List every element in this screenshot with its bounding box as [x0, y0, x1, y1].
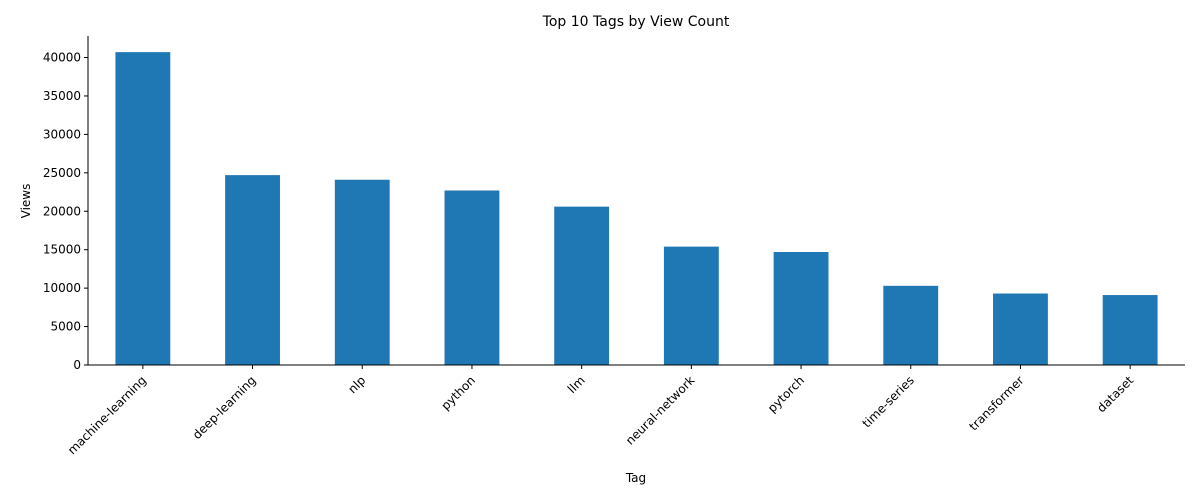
- bar-neural-network: [663, 246, 719, 365]
- x-tick-label-transformer: transformer: [966, 373, 1026, 433]
- x-tick-label-nlp: nlp: [345, 373, 368, 396]
- x-tick-label-pytorch: pytorch: [765, 373, 807, 415]
- y-tick-label-5000: 5000: [50, 320, 81, 334]
- bar-time-series: [883, 285, 939, 365]
- y-tick-label-20000: 20000: [43, 204, 81, 218]
- bars-group: [115, 52, 1158, 366]
- bar-deep-learning: [225, 175, 280, 365]
- bar-machine-learning: [115, 52, 171, 366]
- y-tick-label-30000: 30000: [43, 127, 81, 141]
- chart-title: Top 10 Tags by View Count: [542, 14, 730, 30]
- x-tick-label-python: python: [438, 373, 478, 413]
- x-axis: machine-learning deep-learning nlp python ll…: [65, 364, 1185, 457]
- x-tick-label-machine-learning: machine-learning: [65, 373, 149, 457]
- y-tick-label-10000: 10000: [43, 281, 81, 295]
- x-tick-label-deep-learning: deep-learning: [190, 373, 259, 442]
- y-axis: 0 5000 10000 15000 20000 25000 30000 35000 40000: [43, 36, 89, 372]
- x-tick-label-llm: llm: [565, 373, 588, 396]
- y-tick-label-15000: 15000: [43, 243, 81, 257]
- bar-transformer: [993, 293, 1048, 365]
- x-tick-label-dataset: dataset: [1094, 373, 1136, 415]
- bar-pytorch: [773, 252, 829, 365]
- bar-llm: [554, 206, 610, 365]
- x-tick-label-time-series: time-series: [860, 373, 917, 430]
- y-tick-label-35000: 35000: [43, 89, 81, 103]
- bar-python: [444, 190, 500, 365]
- bar-nlp: [334, 179, 390, 365]
- bar-dataset: [1102, 295, 1158, 365]
- y-tick-label-25000: 25000: [43, 166, 81, 180]
- x-tick-label-neural-network: neural-network: [623, 373, 697, 447]
- y-tick-label-0: 0: [73, 358, 81, 372]
- y-tick-label-40000: 40000: [43, 51, 81, 65]
- y-axis-label: Views: [19, 184, 33, 219]
- x-axis-label: Tag: [625, 471, 646, 485]
